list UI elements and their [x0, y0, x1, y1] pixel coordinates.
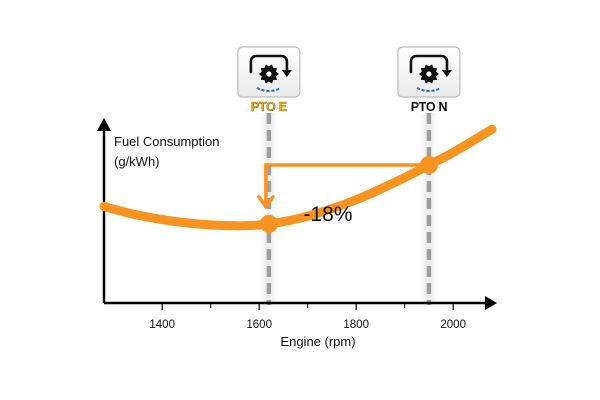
x-tick-label-1600: 1600: [246, 319, 272, 331]
x-tick-label-1800: 1800: [343, 319, 369, 331]
pto-engine-icon: [409, 54, 452, 92]
rotation-dash: [416, 87, 442, 92]
pto-engine-icon: [249, 54, 292, 92]
rotation-arc: [249, 54, 289, 74]
y-axis-label-line2: (g/kWh): [114, 154, 160, 169]
gear-hub: [426, 71, 432, 77]
gear-hub: [266, 71, 272, 77]
y-axis-label-line1: Fuel Consumption: [114, 134, 220, 149]
x-axis-label: Engine (rpm): [280, 334, 355, 349]
reduction-bracket: [264, 163, 429, 204]
x-tick-label-1400: 1400: [149, 319, 175, 331]
reduction-arrow-head: [257, 195, 275, 209]
rotation-dash: [256, 87, 282, 92]
pto-n-badge: PTO N: [397, 46, 461, 114]
pto-e-point: [259, 214, 278, 233]
reduction-annotation: -18%: [303, 203, 352, 226]
pto-e-label: PTO E: [251, 100, 287, 114]
rotation-arc: [409, 54, 449, 74]
x-tick-label-2000: 2000: [440, 319, 466, 331]
rotation-arrow: [441, 70, 452, 77]
pto-n-point: [419, 156, 438, 175]
pto-n-label: PTO N: [411, 100, 448, 114]
x-axis-arrow: [485, 296, 497, 310]
rotation-arrow: [281, 70, 292, 77]
y-axis-arrow: [97, 118, 111, 131]
pto-e-badge: PTO E: [237, 46, 301, 114]
